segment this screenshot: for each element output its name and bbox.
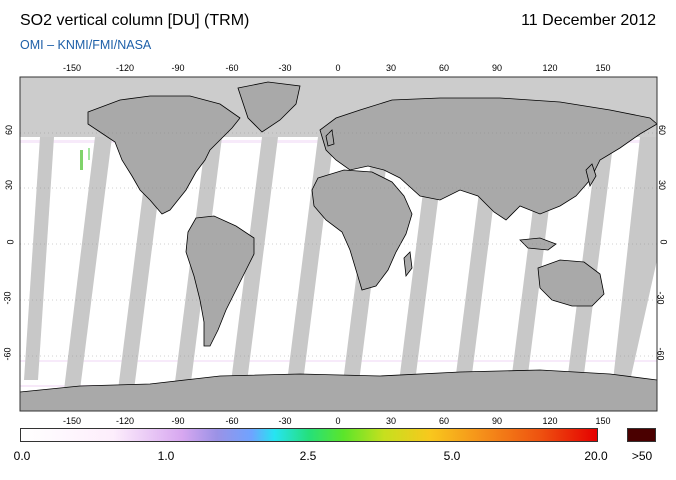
colorbar-gradient: [21, 429, 597, 441]
lon-tick: -120: [115, 416, 135, 426]
colorbar-over: [627, 428, 656, 442]
data-source: OMI – KNMI/FMI/NASA: [20, 38, 152, 52]
lon-tick: 90: [491, 63, 503, 73]
colorbar-label: 20.0: [584, 449, 608, 463]
colorbar-label: 1.0: [157, 449, 175, 463]
lon-tick: 30: [385, 63, 397, 73]
map-title: SO2 vertical column [DU] (TRM): [20, 12, 250, 29]
lon-tick: -150: [62, 416, 82, 426]
lon-tick: 30: [385, 416, 397, 426]
map-frame: [19, 76, 658, 412]
lon-tick: 120: [542, 416, 558, 426]
colorbar: [20, 428, 598, 442]
lon-tick: 120: [542, 63, 558, 73]
colorbar-label: 0.0: [13, 449, 31, 463]
continents: [20, 81, 657, 411]
lon-tick: -120: [115, 63, 135, 73]
lon-tick: -60: [225, 63, 239, 73]
lon-tick: -30: [278, 416, 292, 426]
colorbar-over-label: >50: [631, 449, 653, 463]
lon-tick: 150: [595, 416, 611, 426]
map-date: 11 December 2012: [521, 12, 656, 29]
lon-tick: -90: [171, 416, 185, 426]
lon-tick: -90: [171, 63, 185, 73]
lon-tick: -30: [278, 63, 292, 73]
lon-tick: -60: [225, 416, 239, 426]
lon-tick: 90: [491, 416, 503, 426]
lon-tick: 0: [335, 63, 341, 73]
lon-tick: 0: [335, 416, 341, 426]
colorbar-label: 5.0: [443, 449, 461, 463]
colorbar-label: 2.5: [299, 449, 317, 463]
lon-tick: 60: [438, 416, 450, 426]
lon-tick: 60: [438, 63, 450, 73]
lon-tick: -150: [62, 63, 82, 73]
lon-tick: 150: [595, 63, 611, 73]
